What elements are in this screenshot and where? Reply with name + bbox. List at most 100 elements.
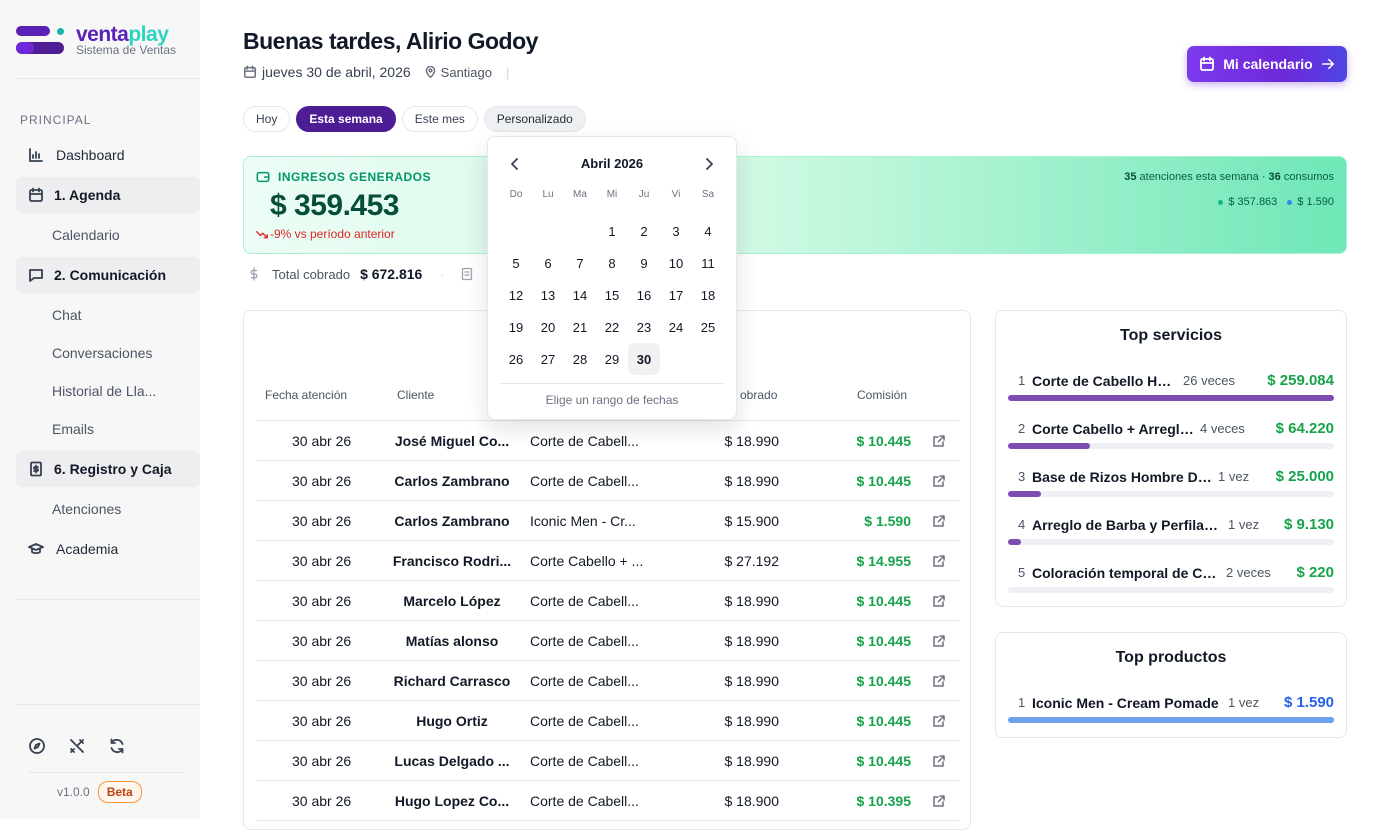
- rank-number: 2: [1018, 421, 1026, 436]
- chevron-left-icon[interactable]: [508, 157, 522, 171]
- calendar-day[interactable]: 30: [628, 343, 660, 375]
- sidebar-item-academia[interactable]: Academia: [16, 531, 200, 567]
- external-link-icon[interactable]: [932, 554, 946, 568]
- table-row[interactable]: 30 abr 26 Carlos Zambrano Iconic Men - Cr.…: [257, 501, 959, 541]
- row-paid: $ 18.990: [724, 593, 780, 609]
- table-row[interactable]: 30 abr 26 Francisco Rodri... Corte Cabello…: [257, 541, 959, 581]
- wallet-icon: [256, 170, 270, 184]
- row-client: Richard Carrasco: [393, 673, 511, 689]
- refresh-icon[interactable]: [108, 737, 126, 755]
- legend-products: $ 1.590: [1287, 196, 1334, 208]
- filter-this-week[interactable]: Esta semana: [296, 106, 396, 132]
- row-service: Corte de Cabell...: [530, 433, 639, 449]
- income-value: $ 359.453: [270, 189, 399, 222]
- brand-logo[interactable]: ventaplay Sistema de Ventas: [16, 23, 191, 58]
- row-date: 30 abr 26: [292, 553, 352, 569]
- row-service: Corte de Cabell...: [530, 473, 639, 489]
- calendar-day[interactable]: 17: [668, 287, 684, 303]
- table-row[interactable]: 30 abr 26 Lucas Delgado ... Corte de Cabel…: [257, 741, 959, 781]
- calendar-day[interactable]: 16: [636, 287, 652, 303]
- calendar-day[interactable]: 2: [640, 223, 648, 239]
- calendar-day[interactable]: 20: [540, 319, 556, 335]
- row-paid: $ 18.900: [724, 793, 780, 809]
- calendar-day[interactable]: 25: [700, 319, 716, 335]
- rank-amount: $ 220: [1296, 564, 1334, 581]
- calendar-day[interactable]: 8: [608, 255, 616, 271]
- row-commission: $ 10.445: [856, 713, 912, 729]
- my-calendar-button[interactable]: Mi calendario: [1187, 46, 1347, 82]
- compass-icon[interactable]: [28, 737, 46, 755]
- rank-number: 1: [1018, 695, 1026, 710]
- calendar-day[interactable]: 4: [704, 223, 712, 239]
- calendar-day[interactable]: 11: [701, 255, 715, 271]
- version-info: v1.0.0 Beta: [57, 781, 142, 803]
- table-row[interactable]: 30 abr 26 Marcelo López Corte de Cabell...…: [257, 581, 959, 621]
- external-link-icon[interactable]: [932, 474, 946, 488]
- rank-bar-fill: [1008, 443, 1090, 449]
- sidebar-item-comunicacion[interactable]: 2. Comunicación: [16, 257, 200, 293]
- calendar-day[interactable]: 12: [508, 287, 524, 303]
- calendar-day[interactable]: 27: [540, 351, 556, 367]
- sidebar-item-historial[interactable]: Historial de Lla...: [52, 383, 157, 399]
- row-date: 30 abr 26: [292, 713, 352, 729]
- calendar-day[interactable]: 10: [668, 255, 684, 271]
- table-row[interactable]: 30 abr 26 Hugo Lopez Co... Corte de Cabell…: [257, 781, 959, 821]
- external-link-icon[interactable]: [932, 714, 946, 728]
- calendar-day[interactable]: 22: [604, 319, 620, 335]
- calendar-day[interactable]: 1: [608, 223, 616, 239]
- sidebar-item-atenciones[interactable]: Atenciones: [52, 501, 122, 517]
- filter-custom[interactable]: Personalizado: [483, 106, 586, 132]
- calendar-day[interactable]: 24: [668, 319, 684, 335]
- calendar-day[interactable]: 26: [508, 351, 524, 367]
- external-link-icon[interactable]: [932, 754, 946, 768]
- sidebar-item-agenda[interactable]: 1. Agenda: [16, 177, 200, 213]
- calendar-day[interactable]: 9: [640, 255, 648, 271]
- sidebar-item-emails[interactable]: Emails: [52, 421, 95, 437]
- sidebar-item-conversaciones[interactable]: Conversaciones: [52, 345, 153, 361]
- calendar-day[interactable]: 3: [672, 223, 680, 239]
- table-row[interactable]: 30 abr 26 Carlos Zambrano Corte de Cabell.…: [257, 461, 959, 501]
- chevron-right-icon[interactable]: [702, 157, 716, 171]
- table-row[interactable]: 30 abr 26 José Miguel Co... Corte de Cabel…: [257, 421, 959, 461]
- table-row[interactable]: 30 abr 26 Richard Carrasco Corte de Cabell…: [257, 661, 959, 701]
- external-link-icon[interactable]: [932, 434, 946, 448]
- external-link-icon[interactable]: [932, 674, 946, 688]
- calendar-day[interactable]: 18: [700, 287, 716, 303]
- table-row[interactable]: 30 abr 26 Hugo Ortiz Corte de Cabell... $ 1…: [257, 701, 959, 741]
- sidebar-item-registro-caja[interactable]: 6. Registro y Caja: [16, 451, 200, 487]
- col-commission: Comisión: [857, 388, 908, 402]
- row-commission: $ 10.445: [856, 433, 912, 449]
- calendar-day[interactable]: 28: [572, 351, 588, 367]
- calendar-day[interactable]: 7: [576, 255, 584, 271]
- calendar-day[interactable]: 21: [572, 319, 588, 335]
- calendar-day[interactable]: 29: [604, 351, 620, 367]
- external-link-icon[interactable]: [932, 634, 946, 648]
- external-link-icon[interactable]: [932, 514, 946, 528]
- row-date: 30 abr 26: [292, 433, 352, 449]
- external-link-icon[interactable]: [932, 594, 946, 608]
- row-service: Corte Cabello + ...: [530, 553, 644, 569]
- income-summary: 35 atenciones esta semana · 36 consumos: [1124, 171, 1334, 183]
- row-date: 30 abr 26: [292, 633, 352, 649]
- calendar-day[interactable]: 13: [540, 287, 556, 303]
- calendar-day[interactable]: 23: [636, 319, 652, 335]
- tools-icon[interactable]: [68, 737, 86, 755]
- rank-name: Corte de Cabello Ho...: [1032, 373, 1177, 389]
- calendar-day[interactable]: 5: [512, 255, 520, 271]
- sidebar-item-calendario[interactable]: Calendario: [52, 227, 120, 243]
- filter-this-month[interactable]: Este mes: [401, 106, 478, 132]
- row-client: Matías alonso: [405, 633, 499, 649]
- rank-amount: $ 64.220: [1275, 420, 1334, 437]
- calendar-day[interactable]: 19: [508, 319, 524, 335]
- calendar-day[interactable]: 6: [544, 255, 552, 271]
- filter-today[interactable]: Hoy: [243, 106, 291, 132]
- calendar-day[interactable]: 15: [604, 287, 620, 303]
- sidebar-item-chat[interactable]: Chat: [52, 307, 82, 323]
- calendar-day[interactable]: 14: [572, 287, 588, 303]
- legend-services: $ 357.863: [1218, 196, 1277, 208]
- rank-amount: $ 25.000: [1275, 468, 1334, 485]
- row-service: Corte de Cabell...: [530, 673, 639, 689]
- external-link-icon[interactable]: [932, 794, 946, 808]
- table-row[interactable]: 30 abr 26 Matías alonso Corte de Cabell...…: [257, 621, 959, 661]
- sidebar-item-dashboard[interactable]: Dashboard: [16, 137, 200, 173]
